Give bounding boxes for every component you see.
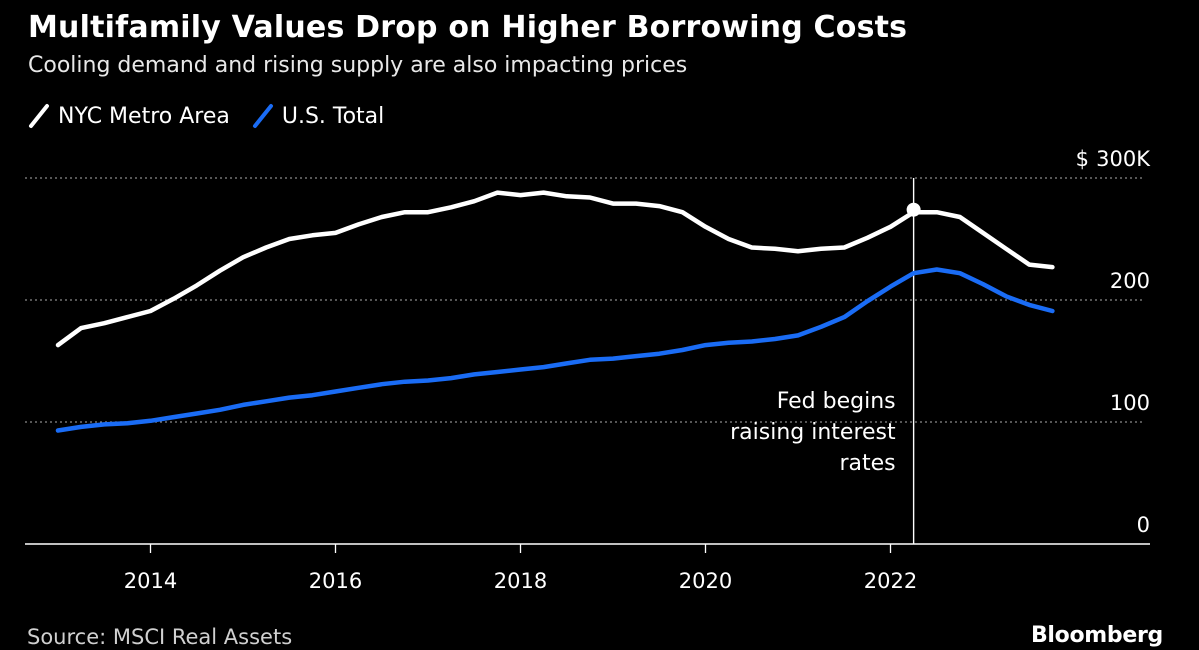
annotation-text-line: raising interest xyxy=(730,420,896,445)
grid-layer xyxy=(25,177,1142,423)
y-tick-label-300: 300K xyxy=(1096,147,1151,171)
annotation-text-line: rates xyxy=(839,451,895,476)
x-tick-label-2014: 2014 xyxy=(124,569,177,593)
legend-item-nyc: NYC Metro Area xyxy=(28,103,230,129)
legend-item-us: U.S. Total xyxy=(252,103,384,129)
x-tick-label-2022: 2022 xyxy=(864,569,917,593)
axis-layer: 300K $200 100 0 2014 2016 2018 2020 2022 xyxy=(25,147,1151,593)
legend-swatch-nyc xyxy=(29,104,49,128)
legend-label-nyc: NYC Metro Area xyxy=(58,103,230,129)
y-unit-label: $ xyxy=(1076,147,1089,171)
legend-label-us: U.S. Total xyxy=(281,103,385,129)
y-tick-label-0: 0 xyxy=(1137,513,1150,537)
annotation-layer: Fed begins raising interest rates xyxy=(730,178,915,544)
chart-title: Multifamily Values Drop on Higher Borrow… xyxy=(28,10,908,45)
series-line-us xyxy=(55,267,1055,433)
x-tick-label-2020: 2020 xyxy=(679,569,732,593)
legend: NYC Metro Area U.S. Total xyxy=(28,103,406,129)
annotation-marker xyxy=(906,202,921,217)
y-tick-label-200: 200 xyxy=(1110,269,1150,293)
legend-swatch-us xyxy=(252,104,273,128)
bloomberg-logo: Bloomberg xyxy=(1030,623,1163,648)
chart-subtitle: Cooling demand and rising supply are als… xyxy=(28,53,688,78)
series-line-nyc xyxy=(55,190,1055,348)
annotation-text-line: Fed begins xyxy=(777,389,896,414)
x-tick-label-2018: 2018 xyxy=(494,569,547,593)
x-tick-label-2016: 2016 xyxy=(309,569,362,593)
y-tick-label-100: 100 xyxy=(1110,391,1150,415)
series-layer xyxy=(55,190,1055,433)
source-note: Source: MSCI Real Assets xyxy=(27,625,293,649)
